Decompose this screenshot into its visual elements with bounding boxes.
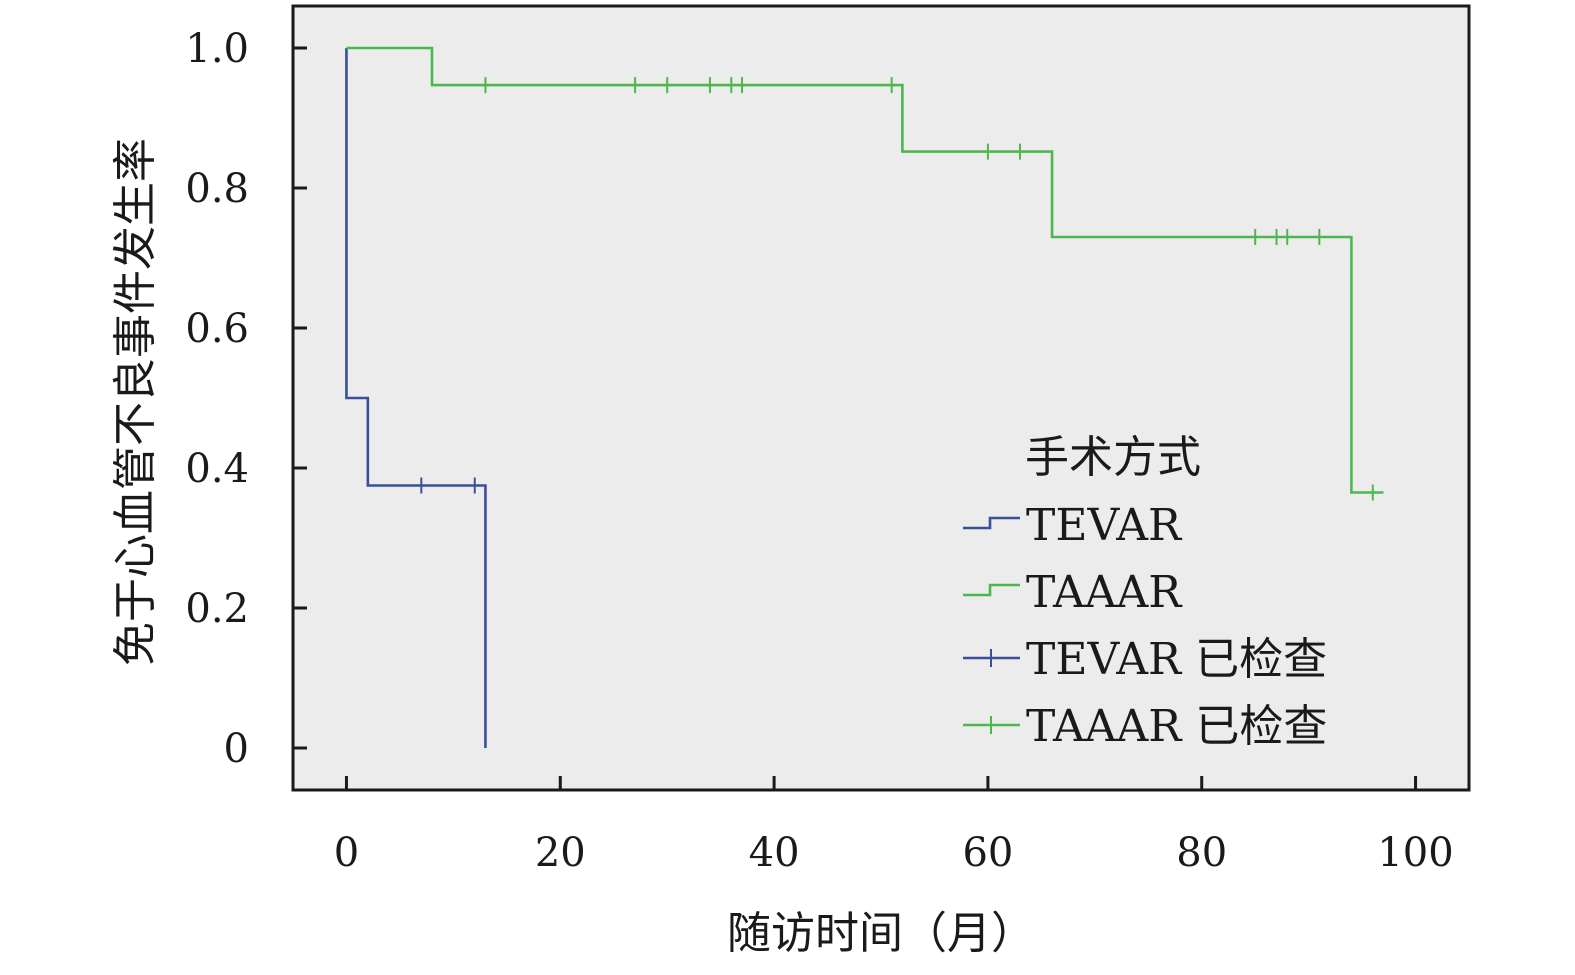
series-line-taaar	[346, 46, 1384, 494]
x-tick-label: 80	[1176, 830, 1227, 876]
legend-swatch-step	[963, 516, 1020, 530]
x-tick-label: 60	[962, 830, 1013, 876]
x-tick-label: 100	[1377, 830, 1453, 876]
y-tick-label: 0	[224, 726, 249, 772]
legend: 手术方式 TEVAR TAAAR TEVAR 已检查 TAAAR 已检查	[963, 432, 1327, 752]
x-tick-label: 20	[535, 830, 586, 876]
y-tick-label: 1.0	[185, 26, 249, 72]
legend-label: TEVAR 已检查	[1026, 634, 1327, 685]
y-tick-label: 0.2	[185, 586, 249, 632]
y-axis-title: 免于心血管不良事件发生率	[110, 138, 161, 666]
x-axis-title: 随访时间（月）	[727, 908, 1035, 959]
legend-label: TAAAR 已检查	[1026, 701, 1327, 752]
x-tick-label: 0	[334, 830, 359, 876]
legend-swatch-step	[963, 583, 1020, 597]
series-layer	[345, 46, 1384, 748]
legend-label: TEVAR	[1026, 500, 1183, 551]
axis-ticks: 0 0.2 0.4 0.6 0.8 1.0 0 20 40 60 80 100	[185, 26, 1453, 876]
y-tick-label: 0.4	[185, 446, 249, 492]
y-tick-label: 0.8	[185, 166, 249, 212]
x-tick-label: 40	[749, 830, 800, 876]
legend-label: TAAAR	[1026, 567, 1183, 618]
y-tick-label: 0.6	[185, 306, 249, 352]
legend-title: 手术方式	[1025, 432, 1201, 483]
series-line-tevar	[345, 48, 487, 748]
plot-area	[291, 4, 1471, 792]
